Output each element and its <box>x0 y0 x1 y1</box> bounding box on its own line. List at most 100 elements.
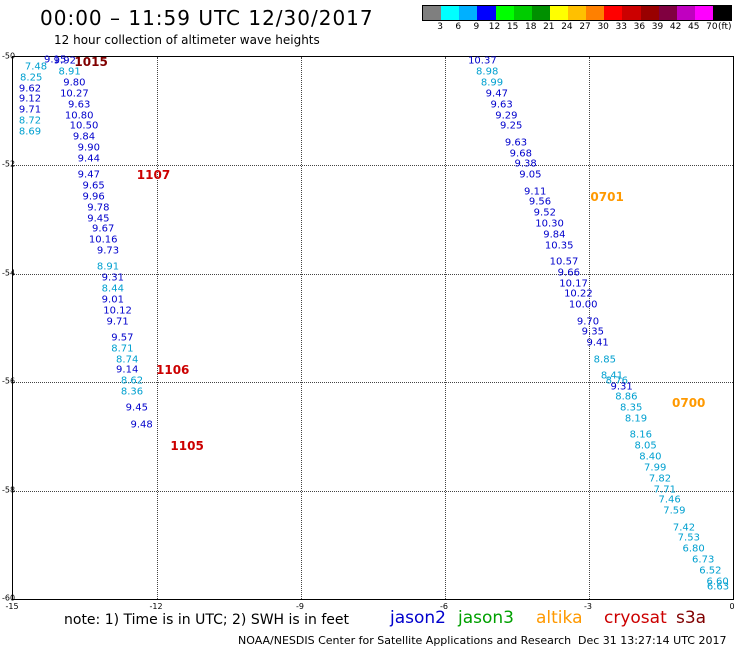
wave-height-value: 10.30 <box>535 218 564 230</box>
credit-line: NOAA/NESDIS Center for Satellite Applica… <box>238 634 572 647</box>
wave-height-value: 7.42 <box>672 522 696 534</box>
wave-height-value: 6.80 <box>682 543 705 555</box>
wave-height-value: 9.48 <box>130 419 153 431</box>
x-tick-label: -15 <box>5 602 19 611</box>
y-tick-label: -50 <box>2 51 16 61</box>
wave-height-value: 8.40 <box>639 451 662 463</box>
pass-time-label: 0701 <box>590 189 624 204</box>
wave-height-value: 8.76 <box>605 375 628 387</box>
wave-height-value: 10.57 <box>549 256 579 268</box>
colorbar-tick-label: 15 <box>506 22 519 32</box>
wave-height-value: 9.65 <box>82 180 105 192</box>
colorbar-tick-label: 9 <box>473 22 480 32</box>
wave-height-value: 7.59 <box>663 505 686 517</box>
pass-time-label: 0700 <box>672 395 706 410</box>
colorbar-tick-label: 30 <box>597 22 609 32</box>
colorbar-unit: (ft) <box>718 22 732 32</box>
wave-height-value: 8.41 <box>600 370 624 382</box>
wave-height-value: 9.45 <box>125 402 148 414</box>
colorbar-tick-label: 33 <box>615 22 628 32</box>
colorbar-swatch <box>604 6 623 20</box>
wave-height-value: 10.50 <box>69 120 99 132</box>
meridian-gridline <box>301 57 302 599</box>
wave-height-value: 9.68 <box>509 148 532 160</box>
wave-height-value: 9.70 <box>576 316 600 328</box>
wave-height-value: 9.38 <box>514 158 537 170</box>
wave-height-value: 9.52 <box>533 207 556 219</box>
wave-height-value: 9.15 <box>44 54 67 66</box>
wave-height-value: 9.80 <box>63 77 86 89</box>
x-tick-label: -9 <box>296 602 304 611</box>
wave-height-value: 9.56 <box>528 196 552 208</box>
colorbar-tick-label: 21 <box>543 22 555 32</box>
pass-time-label: 1106 <box>156 363 190 378</box>
colorbar-swatch <box>495 6 514 20</box>
colorbar-tick-label: 39 <box>651 22 664 32</box>
wave-height-value: 8.19 <box>624 413 648 425</box>
wave-height-value: 9.47 <box>77 169 100 181</box>
colorbar-tick-label: 27 <box>579 22 591 32</box>
wave-height-value: 10.80 <box>64 110 94 122</box>
colorbar-swatch <box>531 6 550 20</box>
y-tick-label: -54 <box>2 268 16 278</box>
x-tick-label: 0 <box>729 602 735 611</box>
meridian-gridline <box>157 57 158 599</box>
wave-height-value: 8.16 <box>629 429 652 441</box>
wave-height-value: 8.71 <box>111 343 134 355</box>
colorbar-swatch <box>423 6 442 20</box>
wave-height-value: 8.99 <box>480 77 504 89</box>
wave-height-value: 6.60 <box>706 576 729 588</box>
colorbar-tick-label: 42 <box>669 22 682 32</box>
y-tick-label: -58 <box>2 485 16 495</box>
colorbar-swatch <box>549 6 568 20</box>
wave-height-value: 9.44 <box>77 153 100 165</box>
colorbar-swatch <box>640 6 659 20</box>
wave-height-value: 9.45 <box>87 213 110 225</box>
x-tick-label: -3 <box>584 602 592 611</box>
wave-height-value: 9.67 <box>92 223 115 235</box>
wave-height-value: 10.35 <box>544 240 574 252</box>
colorbar-tick-label: 12 <box>488 22 501 32</box>
x-tick-label: -6 <box>440 602 448 611</box>
parallel-gridline <box>13 490 733 492</box>
wave-height-value: 7.53 <box>677 532 700 544</box>
parallel-gridline <box>13 273 733 275</box>
wave-height-value: 10.27 <box>60 88 89 100</box>
wave-height-value: 9.90 <box>77 142 100 154</box>
wave-height-value: 9.73 <box>96 245 120 257</box>
y-tick-label: -56 <box>2 376 16 386</box>
colorbar-swatch <box>513 6 532 20</box>
generation-timestamp: Dec 31 13:27:14 UTC 2017 <box>578 634 727 647</box>
legend-entry-s3a: s3a <box>676 608 707 628</box>
wave-height-value: 9.57 <box>111 332 134 344</box>
legend-entry-cryosat: cryosat <box>604 608 667 628</box>
wave-height-value: 9.14 <box>116 364 139 376</box>
wave-height-value: 10.37 <box>468 55 497 67</box>
wave-height-value: 9.78 <box>87 202 110 214</box>
wave-height-value: 8.98 <box>476 66 499 78</box>
wave-height-value: 9.31 <box>610 381 633 393</box>
wave-height-value: 9.62 <box>18 83 42 95</box>
x-tick-label: -12 <box>149 602 163 611</box>
wave-height-value: 10.16 <box>88 234 118 246</box>
wave-height-value: 8.72 <box>18 115 42 127</box>
colorbar-swatch <box>568 6 587 20</box>
colorbar-swatch <box>676 6 695 20</box>
wave-height-value: 6.73 <box>692 554 715 566</box>
wave-height-value: 8.91 <box>58 66 81 78</box>
colorbar-tick-label: 6 <box>455 22 462 32</box>
wave-height-value: 9.84 <box>72 131 96 143</box>
wave-height-value: 7.46 <box>658 494 681 506</box>
colorbar-tick-label: 45 <box>688 22 700 32</box>
legend-entry-altika: altika <box>536 608 583 628</box>
wave-height-value: 8.25 <box>20 72 43 84</box>
colorbar-swatch <box>622 6 641 20</box>
colorbar-tick-label: 24 <box>561 22 573 32</box>
wave-height-value: 6.63 <box>706 581 730 593</box>
wave-height-value: 9.96 <box>82 191 105 203</box>
colorbar-swatch <box>713 6 732 20</box>
wave-height-value: 7.82 <box>648 473 672 485</box>
colorbar-tick-label: 18 <box>524 22 537 32</box>
wave-height-value: 9.05 <box>519 169 542 181</box>
parallel-gridline <box>13 165 733 167</box>
